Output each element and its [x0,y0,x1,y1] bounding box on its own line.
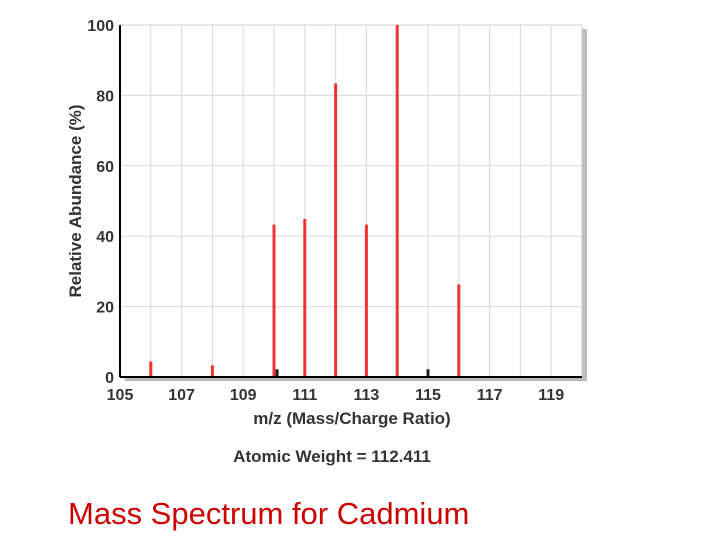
y-tick-label: 20 [96,300,114,317]
data-bars [149,25,461,377]
x-tick-label: 111 [292,387,317,404]
x-tick-label: 119 [538,387,564,404]
spectrum-bar [149,361,153,377]
page-caption: Mass Spectrum for Cadmium [68,496,470,531]
spectrum-bar [426,369,430,377]
spectrum-bar [457,284,461,377]
x-tick-labels: 105 107 109 111 113 115 117 119 [107,387,565,404]
spectrum-bar [272,224,276,377]
spectrum-bar [364,224,368,377]
spectrum-bar [275,369,279,377]
y-tick-labels: 0 20 40 60 80 100 [87,18,114,387]
x-tick-label: 107 [168,387,195,404]
x-tick-label: 109 [230,387,257,404]
x-tick-label: 113 [353,387,379,404]
spectrum-bar [334,83,338,377]
y-tick-label: 60 [96,159,114,176]
plot-area [119,24,583,378]
y-tick-label: 100 [87,18,114,35]
x-axis-label: m/z (Mass/Charge Ratio) [253,409,450,428]
x-tick-label: 115 [415,387,441,404]
y-tick-label: 40 [96,229,114,246]
y-axis-label: Relative Abundance (%) [66,104,85,297]
atomic-weight-annotation: Atomic Weight = 112.411 [233,447,431,466]
spectrum-bar [210,365,214,377]
x-tick-label: 117 [477,387,503,404]
spectrum-bar [303,218,307,377]
y-tick-label: 0 [105,370,114,387]
spectrum-bar [395,25,399,377]
y-tick-label: 80 [96,88,114,105]
x-tick-label: 105 [107,387,134,404]
mass-spectrum-chart: 0 20 40 60 80 100 105 107 109 111 113 115 117 119 Re… [66,18,587,466]
